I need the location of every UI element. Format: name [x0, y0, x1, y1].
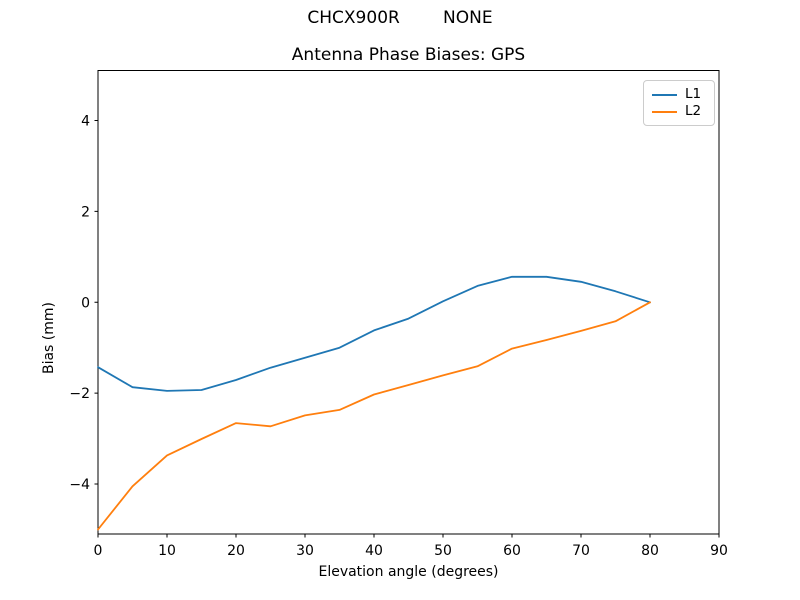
y-axis-label-text: Bias (mm): [41, 302, 57, 375]
y-tick-label: −4: [69, 477, 90, 493]
legend-item-l1: L1: [652, 85, 706, 102]
series-line-l2: [97, 301, 651, 531]
x-tick-label: 90: [710, 543, 728, 559]
y-tick-label: 2: [81, 204, 90, 220]
y-tick-label: 0: [81, 295, 90, 311]
y-tick-label: 4: [81, 113, 90, 129]
x-tick-label: 60: [503, 543, 521, 559]
legend-line-swatch-l1: [652, 93, 677, 96]
y-tick-label: −2: [69, 386, 90, 402]
x-tick-label: 30: [296, 543, 314, 559]
axes-spines: [97, 70, 720, 535]
legend: L1 L2: [643, 80, 715, 126]
legend-line-swatch-l2: [652, 110, 677, 113]
figure-title: CHCX900R NONE: [307, 8, 493, 28]
axes-title: Antenna Phase Biases: GPS: [291, 45, 526, 65]
x-axis-label: Elevation angle (degrees): [318, 564, 499, 580]
legend-label-l2: L2: [685, 102, 702, 119]
x-tick-label: 10: [158, 543, 176, 559]
x-tick-label: 20: [227, 543, 245, 559]
x-tick-label: 40: [365, 543, 383, 559]
legend-label-l1: L1: [685, 85, 702, 102]
x-tick-label: 70: [572, 543, 590, 559]
x-tick-label: 0: [94, 543, 103, 559]
x-tick-label: 80: [641, 543, 659, 559]
series-line-l1: [97, 275, 651, 392]
legend-item-l2: L2: [652, 102, 706, 119]
x-tick-label: 50: [434, 543, 452, 559]
